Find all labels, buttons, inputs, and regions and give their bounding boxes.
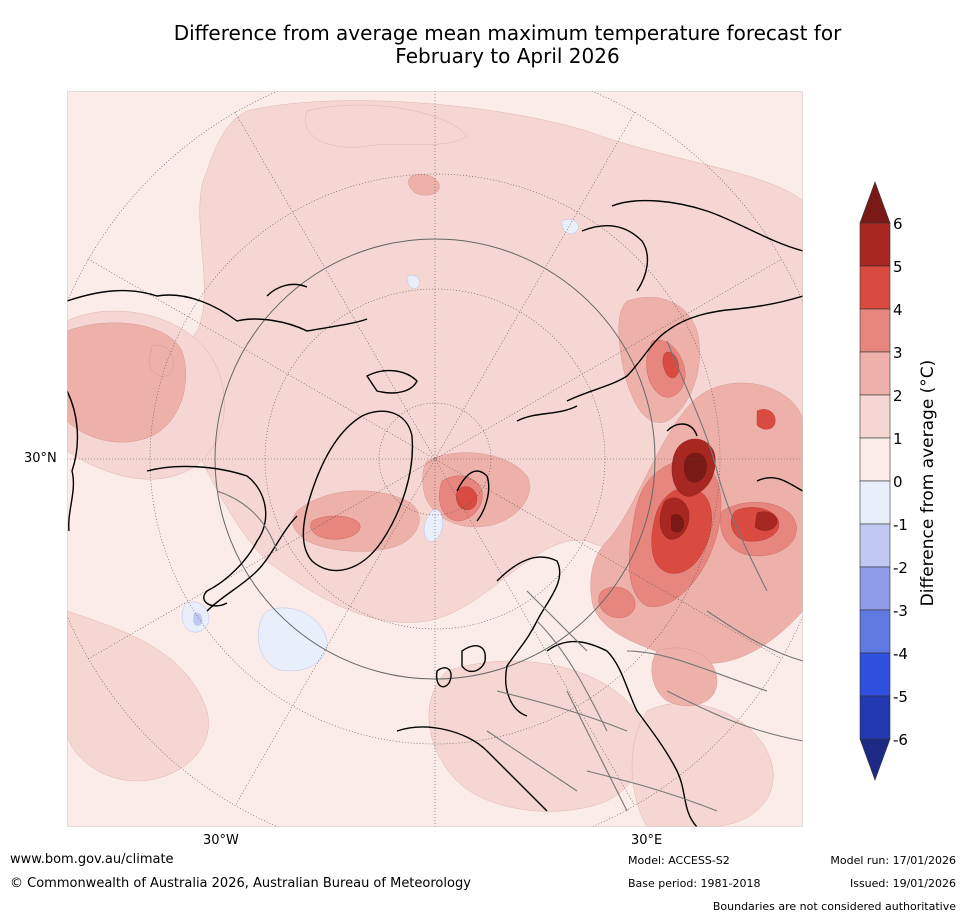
lat-lon-graticule (67, 91, 803, 827)
model-run-date: Model run: 17/01/2026 (830, 854, 956, 867)
lon-label-30e: 30°E (631, 833, 663, 848)
lon-label-30w: 30°W (203, 833, 239, 848)
latitude-30n-circle (214, 238, 656, 680)
colorbar-tick: -2 (893, 559, 908, 577)
anomaly-negative-1-2-band (193, 612, 203, 626)
title-line-2: February to April 2026 (395, 44, 620, 68)
colorbar-bin (859, 394, 891, 439)
colorbar-bin (859, 437, 891, 482)
lat-label-30n: 30°N (24, 451, 57, 466)
copyright-text: © Commonwealth of Australia 2026, Austra… (10, 876, 471, 891)
colorbar-bin (859, 351, 891, 396)
map-frame (67, 91, 803, 827)
colorbar-tick: -1 (893, 516, 908, 534)
colorbar-bin (859, 222, 891, 267)
forecast-map (67, 91, 803, 827)
colorbar-tick: -6 (893, 731, 908, 749)
colorbar-tick: 0 (893, 473, 903, 491)
colorbar-tick: -5 (893, 688, 908, 706)
colorbar-tick: 6 (893, 215, 903, 233)
coastlines (67, 199, 803, 827)
website-link[interactable]: www.bom.gov.au/climate (10, 852, 174, 867)
colorbar-bin (859, 652, 891, 697)
anomaly-above-6-band (671, 452, 707, 533)
issued-date: Issued: 19/01/2026 (849, 877, 956, 890)
colorbar-bin (859, 566, 891, 611)
colorbar-title: Difference from average (°C) (918, 359, 938, 607)
model-info: Model: ACCESS-S2 (628, 854, 730, 867)
base-period-info: Base period: 1981-2018 (628, 877, 761, 890)
country-boundaries (216, 340, 803, 812)
colorbar-bin (859, 181, 891, 224)
title-line-1: Difference from average mean maximum tem… (173, 21, 842, 45)
colorbar-bin (859, 695, 891, 740)
colorbar (859, 181, 891, 781)
colorbar-tick: -4 (893, 645, 908, 663)
colorbar-bin (859, 480, 891, 525)
colorbar-bin (859, 609, 891, 654)
colorbar-bin (859, 523, 891, 568)
colorbar-tick: -3 (893, 602, 908, 620)
colorbar-bins (859, 181, 891, 781)
boundaries-disclaimer: Boundaries are not considered authoritat… (712, 900, 956, 913)
chart-title: Difference from average mean maximum tem… (60, 22, 955, 68)
colorbar-tick: 1 (893, 430, 903, 448)
colorbar-bin (859, 265, 891, 310)
colorbar-bin (859, 308, 891, 353)
colorbar-bin (859, 738, 891, 781)
colorbar-tick: 2 (893, 387, 903, 405)
colorbar-tick: 4 (893, 301, 903, 319)
colorbar-tick: 5 (893, 258, 903, 276)
colorbar-tick: 3 (893, 344, 903, 362)
